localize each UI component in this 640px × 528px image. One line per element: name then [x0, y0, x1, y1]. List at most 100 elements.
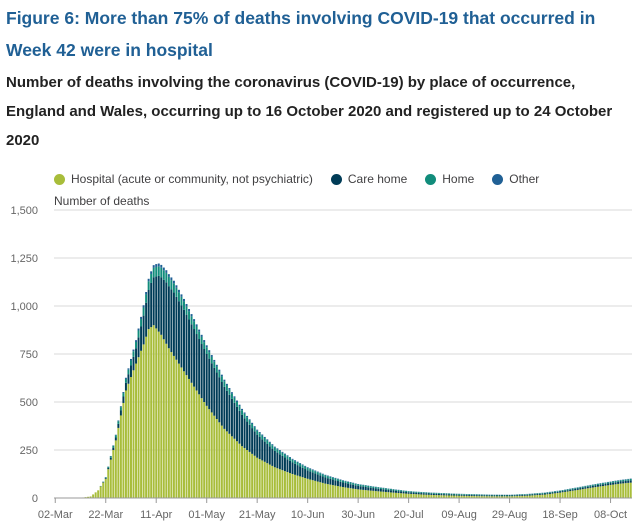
- bar-segment: [145, 292, 148, 295]
- x-tick-label: 21-May: [239, 509, 276, 521]
- y-axis-label: Number of deaths: [54, 194, 149, 208]
- bar-segment: [203, 402, 206, 498]
- bar-segment: [195, 324, 198, 327]
- bar-segment: [485, 495, 488, 497]
- bar-segment: [450, 494, 453, 496]
- bar-segment: [175, 285, 178, 288]
- bar-segment: [122, 392, 125, 394]
- y-tick-label: 1,500: [10, 205, 38, 217]
- bar-segment: [412, 492, 415, 495]
- legend-item-other[interactable]: Other: [492, 172, 539, 186]
- bar-segment: [533, 495, 536, 498]
- bar-segment: [127, 374, 130, 384]
- bar-segment: [518, 495, 521, 496]
- bar-segment: [349, 482, 352, 485]
- bar-segment: [213, 367, 216, 416]
- bar-segment: [261, 434, 264, 436]
- bar-segment: [607, 483, 610, 486]
- bar-segment: [142, 305, 145, 308]
- bar-segment: [379, 491, 382, 498]
- bar-segment: [241, 414, 244, 447]
- bar-segment: [276, 449, 279, 453]
- bar-segment: [551, 492, 554, 494]
- bar-segment: [124, 390, 127, 498]
- bar-segment: [203, 349, 206, 402]
- bar-segment: [463, 495, 466, 498]
- legend-item-hospital[interactable]: Hospital (acute or community, not psychi…: [54, 172, 313, 186]
- bar-segment: [506, 494, 509, 496]
- bar-segment: [450, 493, 453, 495]
- bar-segment: [329, 478, 332, 485]
- bar-segment: [480, 496, 483, 498]
- bar-segment: [172, 292, 175, 356]
- bar-segment: [420, 493, 423, 495]
- bar-segment: [294, 460, 297, 462]
- bar-segment: [596, 485, 599, 487]
- bar-segment: [367, 487, 370, 491]
- bar-segment: [571, 488, 574, 490]
- legend-item-home[interactable]: Home: [425, 172, 474, 186]
- bar-segment: [124, 377, 127, 379]
- bar-segment: [271, 448, 274, 466]
- bar-segment: [543, 493, 546, 495]
- bar-segment: [493, 494, 496, 496]
- bar-segment: [283, 457, 286, 472]
- bar-segment: [273, 467, 276, 498]
- bar-segment: [152, 277, 155, 326]
- bar-segment: [210, 363, 213, 413]
- bar-segment: [261, 435, 264, 440]
- bar-segment: [289, 460, 291, 474]
- bar-segment: [624, 480, 627, 484]
- bar-segment: [541, 494, 544, 498]
- bar-segment: [617, 481, 620, 484]
- y-tick-label: 250: [20, 445, 38, 457]
- bar-segment: [513, 496, 516, 498]
- bar-segment: [508, 495, 511, 497]
- bar-segment: [329, 476, 332, 477]
- bar-segment: [185, 314, 188, 376]
- bar-segment: [468, 495, 471, 498]
- bar-segment: [427, 494, 430, 498]
- bar-segment: [445, 494, 448, 496]
- x-tick-label: 29-Aug: [492, 509, 527, 521]
- bar-segment: [450, 495, 453, 498]
- bar-segment: [478, 494, 481, 496]
- bar-segment: [475, 494, 478, 496]
- legend-item-care-home[interactable]: Care home: [330, 172, 407, 186]
- bar-segment: [210, 356, 213, 364]
- legend-label-hospital: Hospital (acute or community, not psychi…: [71, 172, 313, 186]
- bar-segment: [503, 496, 506, 498]
- bar-segment: [561, 492, 564, 498]
- bar-segment: [523, 494, 526, 496]
- bar-segment: [155, 266, 158, 277]
- bar-segment: [354, 485, 357, 489]
- bar-segment: [241, 410, 244, 415]
- bar-segment: [566, 489, 569, 491]
- bar-segment: [342, 487, 344, 498]
- bar-segment: [397, 491, 400, 494]
- bar-segment: [551, 493, 554, 498]
- bar-segment: [367, 490, 370, 498]
- bar-segment: [188, 319, 191, 379]
- bar-segment: [130, 360, 132, 366]
- bar-segment: [389, 489, 392, 491]
- bar-segment: [132, 356, 135, 371]
- bar-segment: [331, 477, 334, 478]
- bar-segment: [392, 492, 395, 498]
- bar-segment: [374, 488, 377, 492]
- bar-segment: [417, 491, 420, 493]
- bar-segment: [326, 484, 329, 498]
- bar-segment: [521, 495, 524, 498]
- bar-segment: [493, 495, 496, 497]
- bar-segment: [210, 355, 213, 357]
- bar-segment: [314, 470, 317, 472]
- bar-segment: [208, 358, 211, 410]
- bar-segment: [384, 491, 387, 498]
- bar-segment: [291, 458, 294, 460]
- bar-segment: [601, 484, 604, 487]
- bar-segment: [205, 405, 208, 498]
- bar-segment: [384, 488, 387, 490]
- bar-segment: [604, 482, 607, 484]
- bar-segment: [629, 482, 632, 498]
- bar-segment: [445, 495, 448, 498]
